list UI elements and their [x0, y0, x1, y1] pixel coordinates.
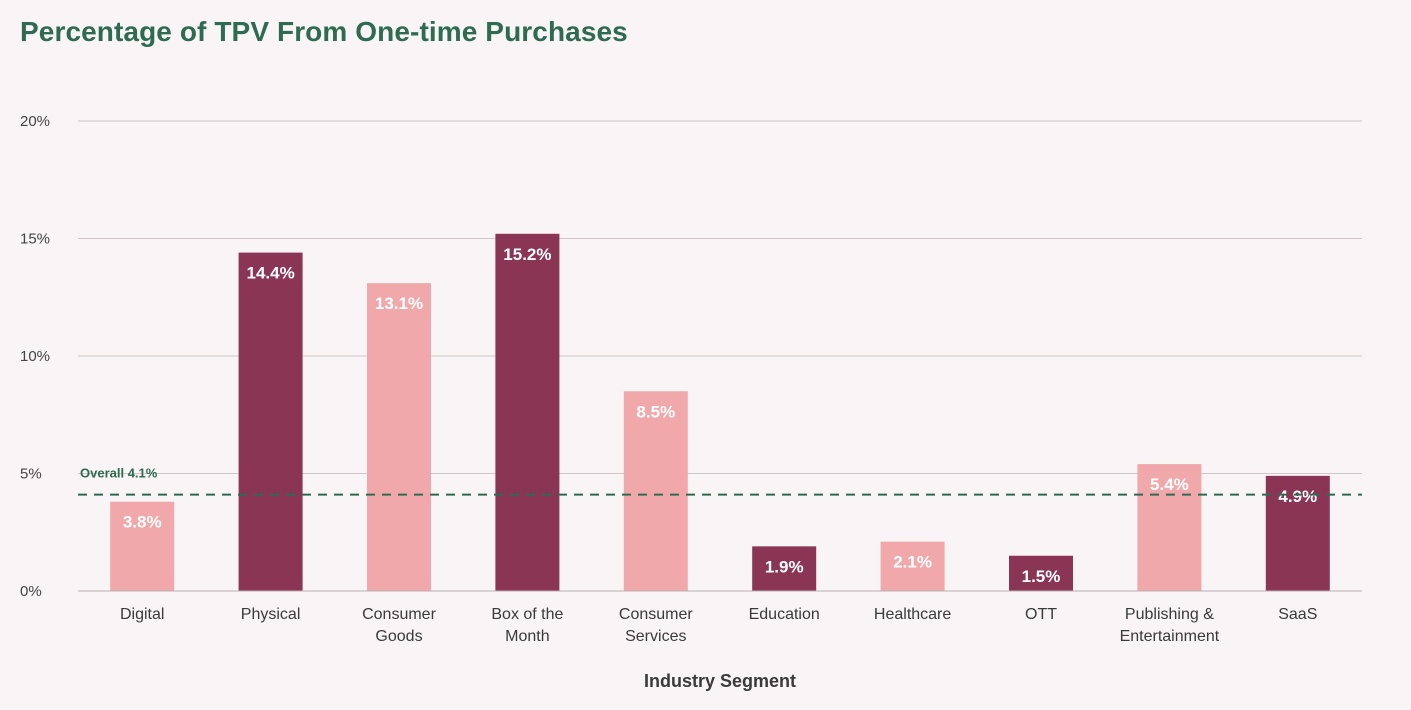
bar — [110, 501, 175, 591]
x-tick-label-line: Month — [505, 628, 549, 645]
bar — [238, 252, 303, 591]
chart-title: Percentage of TPV From One-time Purchase… — [20, 16, 628, 47]
x-tick-label: Education — [749, 606, 820, 623]
x-tick-label-line: OTT — [1025, 606, 1057, 623]
bar-value-label: 13.1% — [375, 294, 423, 313]
y-tick-label: 20% — [20, 113, 50, 130]
y-tick-label: 5% — [20, 466, 42, 483]
bar-value-label: 1.5% — [1022, 567, 1061, 586]
x-tick-label: Consumer Services — [619, 606, 693, 645]
bar-value-label: 2.1% — [893, 553, 932, 572]
y-tick-label: 10% — [20, 348, 50, 365]
bar — [1009, 555, 1073, 591]
bar-value-label: 5.4% — [1150, 475, 1189, 494]
x-tick-label: Healthcare — [874, 606, 951, 623]
bar-value-label: 14.4% — [246, 264, 294, 283]
bar — [623, 391, 688, 591]
bar — [880, 541, 945, 591]
bar-value-label: 3.8% — [123, 513, 162, 532]
y-tick-label: 15% — [20, 231, 50, 248]
x-tick-label: Physical — [241, 606, 301, 623]
bar-value-label: 8.5% — [636, 402, 675, 421]
x-tick-label-line: Physical — [241, 606, 301, 623]
x-tick-label-line: Consumer — [619, 606, 693, 623]
bar — [495, 233, 560, 592]
x-tick-label-line: Digital — [120, 606, 164, 623]
x-tick-label-line: Box of the — [491, 606, 563, 623]
x-tick-label: OTT — [1025, 606, 1057, 623]
bar — [367, 283, 431, 591]
x-tick-label-line: Education — [749, 606, 820, 623]
x-tick-label-line: Consumer — [362, 606, 436, 623]
x-tick-label: Box of the Month — [491, 606, 563, 645]
x-tick-label-line: Goods — [375, 628, 422, 645]
x-tick-label-line: SaaS — [1278, 606, 1317, 623]
x-tick-label: Consumer Goods — [362, 606, 436, 645]
bar — [752, 546, 817, 591]
bar-value-label: 1.9% — [765, 557, 804, 576]
bar — [1137, 464, 1202, 591]
bar-value-label: 4.9% — [1278, 487, 1317, 506]
y-tick-label: 0% — [20, 583, 42, 600]
x-tick-label-line: Services — [625, 628, 686, 645]
x-tick-label: Digital — [120, 606, 164, 623]
x-tick-label-line: Entertainment — [1120, 628, 1220, 645]
x-axis-title: Industry Segment — [644, 671, 796, 691]
x-tick-label: SaaS — [1278, 606, 1317, 623]
bar-value-label: 15.2% — [503, 245, 551, 264]
overall-reference-label: Overall 4.1% — [80, 466, 158, 481]
x-tick-label-line: Healthcare — [874, 606, 951, 623]
x-tick-label: Publishing & Entertainment — [1120, 606, 1220, 645]
x-tick-label-line: Publishing & — [1125, 606, 1214, 623]
